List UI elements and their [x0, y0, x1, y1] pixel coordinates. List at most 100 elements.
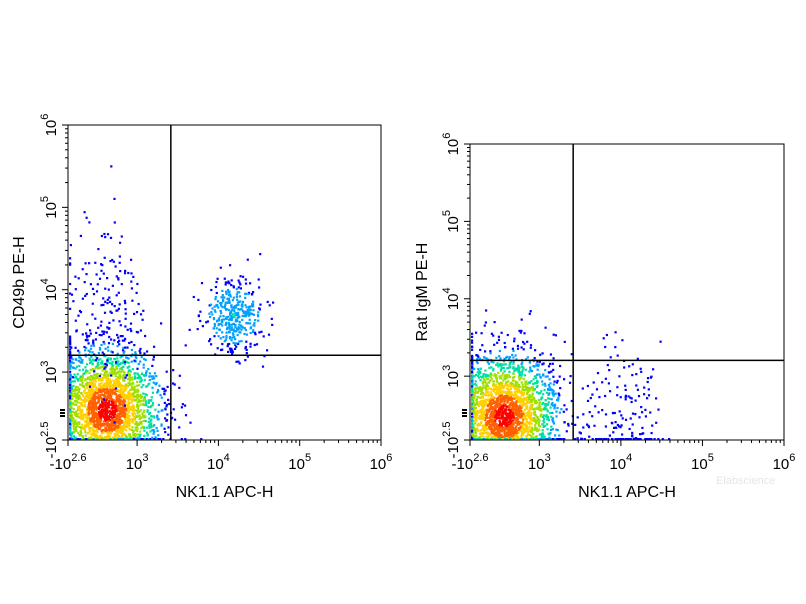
event-dot [521, 426, 524, 430]
event-dot [69, 342, 72, 345]
event-dot [520, 404, 523, 407]
x-tick-label: -102.6 [50, 452, 87, 473]
event-dot [138, 414, 141, 417]
event-dot [133, 395, 136, 398]
event-dot [123, 299, 126, 302]
event-dot [84, 294, 87, 297]
event-dot [228, 337, 232, 340]
event-dot [475, 360, 478, 363]
event-dot [118, 391, 121, 394]
event-dot [495, 436, 498, 439]
event-dot [73, 380, 77, 383]
event-dot [78, 356, 81, 359]
event-dot [136, 380, 139, 383]
event-dot [254, 319, 257, 322]
event-dot [152, 375, 155, 378]
event-dot [102, 405, 105, 408]
event-dot [127, 401, 130, 404]
event-dot [210, 288, 213, 292]
event-dot [107, 288, 110, 291]
event-dot [476, 424, 479, 427]
event-dot [81, 297, 84, 300]
event-dot [147, 400, 150, 403]
event-dot [471, 383, 474, 386]
event-dot [129, 327, 132, 331]
event-dot [94, 359, 97, 362]
event-dot [507, 374, 510, 377]
event-dot [98, 333, 101, 337]
event-dot [100, 320, 103, 323]
event-dot [167, 433, 170, 436]
event-dot [213, 305, 216, 308]
event-dot [107, 403, 110, 406]
event-dot [239, 324, 242, 327]
event-dot [113, 418, 116, 421]
event-dot [128, 341, 131, 345]
event-dot [227, 294, 231, 297]
event-dot [103, 383, 106, 386]
event-dot [118, 383, 121, 386]
event-dot [216, 347, 219, 350]
event-dot [487, 403, 490, 406]
event-dot [482, 413, 485, 416]
event-dot [552, 394, 555, 397]
event-dot [222, 318, 225, 321]
event-dot [488, 434, 491, 437]
event-dot [120, 383, 123, 387]
event-dot [534, 418, 537, 421]
event-dot [530, 408, 533, 411]
event-dot [120, 387, 123, 390]
event-dot [137, 302, 140, 306]
event-dot [200, 282, 204, 285]
event-dot [124, 346, 127, 349]
event-dot [481, 344, 484, 347]
event-dot [220, 296, 223, 299]
event-dot [232, 322, 235, 325]
event-dot [471, 360, 474, 363]
event-dot [211, 307, 214, 310]
event-dot [111, 403, 114, 407]
event-dot [115, 388, 118, 391]
event-dot [534, 424, 537, 427]
event-dot [244, 282, 248, 285]
event-dot [172, 408, 175, 411]
event-dot [113, 435, 117, 438]
event-dot [69, 370, 72, 373]
event-dot [91, 287, 95, 290]
event-dot [89, 375, 93, 378]
event-dot [121, 335, 124, 338]
event-dot [224, 323, 227, 326]
event-dot [95, 373, 98, 376]
event-dot [101, 403, 104, 406]
event-dot [82, 394, 85, 397]
event-dot [228, 324, 231, 327]
event-dot [77, 277, 80, 280]
event-dot [489, 405, 492, 408]
event-dot [515, 413, 519, 417]
event-dot [238, 291, 241, 294]
event-dot [490, 397, 493, 400]
event-dot [113, 371, 116, 375]
event-dot [151, 364, 154, 367]
event-dot [487, 385, 490, 388]
event-dot [488, 403, 491, 406]
event-dot [138, 400, 141, 403]
event-dot [81, 378, 84, 381]
event-dot [106, 233, 110, 236]
event-dot [115, 275, 118, 278]
event-dot [89, 395, 92, 398]
event-dot [230, 304, 233, 307]
event-dot [111, 258, 114, 262]
event-dot [238, 295, 241, 298]
event-dot [124, 308, 127, 311]
event-dot [91, 438, 94, 441]
event-dot [477, 410, 480, 413]
event-dot [549, 353, 552, 356]
event-dot [105, 405, 108, 408]
event-dot [180, 406, 183, 409]
event-dot [118, 422, 121, 425]
event-dot [103, 376, 106, 379]
event-dot [84, 420, 87, 423]
event-dot [89, 399, 92, 402]
event-dot [103, 395, 106, 398]
